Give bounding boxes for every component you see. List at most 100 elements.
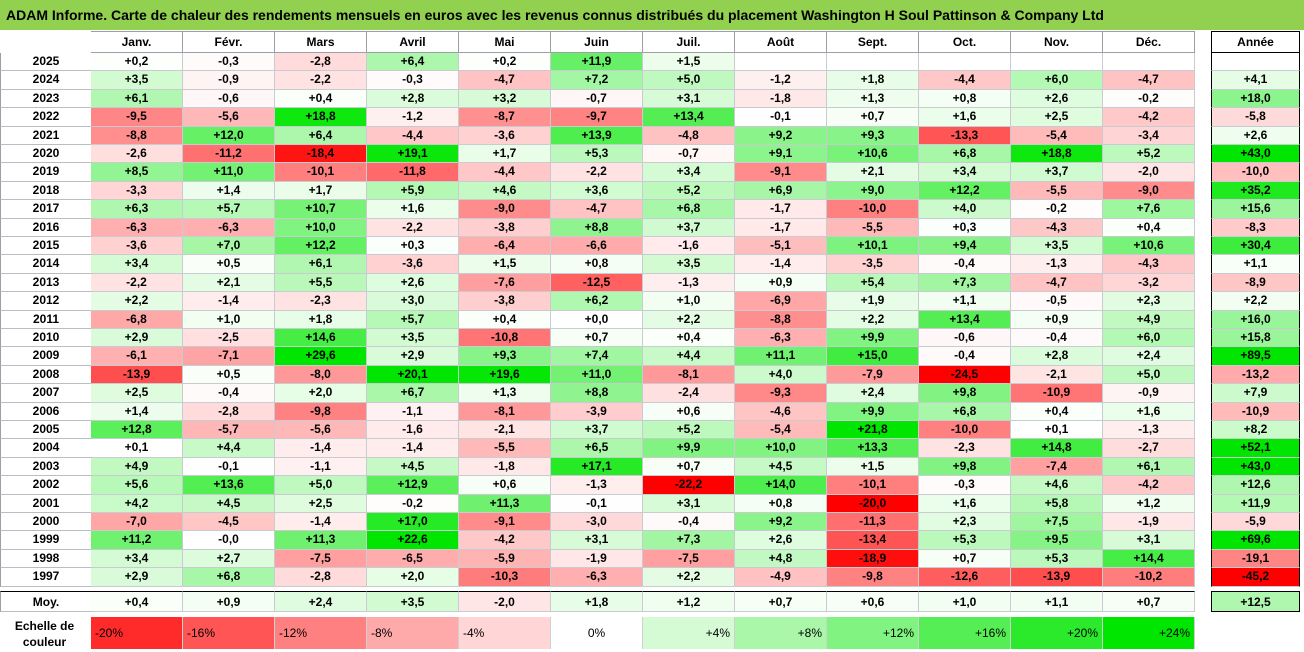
average-cell: +1,1 (1011, 590, 1103, 612)
heatmap-cell: -3,2 (1103, 273, 1195, 293)
heatmap-cell: -3,0 (551, 513, 643, 532)
heatmap-cell: -9,0 (1103, 181, 1195, 201)
heatmap-cell: +10,6 (1103, 237, 1195, 256)
heatmap-cell: +3,4 (91, 549, 183, 569)
heatmap-cell: +11,2 (91, 531, 183, 550)
year-label: 2013 (0, 273, 91, 293)
heatmap-cell: -8,8 (735, 310, 827, 329)
annual-cell: -5,8 (1211, 108, 1300, 127)
year-label: 1997 (0, 568, 91, 587)
average-cell: +0,6 (827, 590, 919, 612)
heatmap-cell: -1,1 (275, 457, 367, 477)
heatmap-cell: +2,2 (91, 292, 183, 311)
year-label: 2024 (0, 71, 91, 90)
annual-cell: +2,6 (1211, 126, 1300, 145)
heatmap-cell: -9,5 (91, 108, 183, 127)
heatmap-cell: -6,3 (735, 329, 827, 348)
heatmap-cell: -9,3 (735, 384, 827, 403)
heatmap-cell: +4,6 (459, 181, 551, 201)
heatmap-cell: -6,1 (91, 347, 183, 366)
heatmap-cell: +6,0 (1011, 71, 1103, 90)
color-scale-label: Echelle de couleur (0, 616, 89, 652)
heatmap-cell: +10,6 (827, 145, 919, 164)
heatmap-cell: +0,7 (643, 457, 735, 477)
heatmap-cell (919, 53, 1011, 72)
year-label: 2006 (0, 402, 91, 421)
heatmap-cell: +2,9 (91, 568, 183, 587)
heatmap-cell: -4,4 (459, 163, 551, 182)
heatmap-cell: -4,7 (551, 200, 643, 219)
annual-header: Année (1211, 31, 1300, 53)
heatmap-cell: +5,6 (91, 476, 183, 495)
annual-cell: -8,9 (1211, 273, 1300, 293)
heatmap-cell: +1,0 (183, 310, 275, 329)
color-scale-step: -12% (275, 617, 367, 649)
heatmap-cell: +19,6 (459, 365, 551, 385)
heatmap-cell: +2,1 (827, 163, 919, 182)
annual-cell: +89,5 (1211, 347, 1300, 366)
heatmap-cell: +5,0 (1103, 365, 1195, 385)
average-cell: +0,4 (91, 590, 183, 612)
heatmap-cell: -2,1 (1011, 365, 1103, 385)
heatmap-cell: +0,9 (735, 273, 827, 293)
heatmap-cell: +1,7 (275, 181, 367, 201)
heatmap-cell: +3,7 (1011, 163, 1103, 182)
heatmap-cell: +14,8 (1011, 439, 1103, 458)
average-cell: +1,8 (551, 590, 643, 612)
heatmap-cell: -7,6 (459, 273, 551, 293)
heatmap-cell: +3,4 (919, 163, 1011, 182)
heatmap-cell: -2,3 (919, 439, 1011, 458)
month-header: Sept. (827, 31, 919, 53)
heatmap-cell: -18,9 (827, 549, 919, 569)
heatmap-cell: +7,3 (643, 531, 735, 550)
heatmap-cell: +0,6 (459, 476, 551, 495)
heatmap-cell: -1,4 (735, 255, 827, 274)
heatmap-cell: -5,6 (275, 421, 367, 440)
month-header: Juil. (643, 31, 735, 53)
year-label: 2020 (0, 145, 91, 164)
heatmap-cell: +9,4 (919, 237, 1011, 256)
heatmap-cell: +1,7 (459, 145, 551, 164)
annual-cell: -8,3 (1211, 218, 1300, 237)
heatmap-cell: +0,4 (1103, 218, 1195, 237)
heatmap-cell: +1,1 (919, 292, 1011, 311)
heatmap-cell: +2,4 (827, 384, 919, 403)
annual-cell: +12,6 (1211, 476, 1300, 495)
heatmap-cell: +4,0 (919, 200, 1011, 219)
heatmap-cell: -2,5 (183, 329, 275, 348)
annual-cell: +69,6 (1211, 531, 1300, 550)
heatmap-cell: -7,5 (643, 549, 735, 569)
heatmap-cell: +6,1 (275, 255, 367, 274)
heatmap-cell: +9,8 (919, 384, 1011, 403)
heatmap-cell: -7,9 (827, 365, 919, 385)
heatmap-cell: +0,7 (827, 108, 919, 127)
heatmap-cell: +4,5 (183, 494, 275, 513)
heatmap-cell: -4,7 (459, 71, 551, 90)
heatmap-cell: +17,0 (367, 513, 459, 532)
heatmap-cell: -10,2 (1103, 568, 1195, 587)
heatmap-cell: -1,7 (735, 218, 827, 237)
heatmap-cell: -0,7 (643, 145, 735, 164)
heatmap-cell: -9,0 (459, 200, 551, 219)
year-label: 2017 (0, 200, 91, 219)
average-cell: +2,4 (275, 590, 367, 612)
heatmap-cell: -1,9 (551, 549, 643, 569)
heatmap-cell: -3,6 (459, 126, 551, 145)
heatmap-cell: -3,4 (1103, 126, 1195, 145)
heatmap-cell: +9,5 (1011, 531, 1103, 550)
heatmap-cell: -4,2 (1103, 476, 1195, 495)
heatmap-cell: -4,3 (1103, 255, 1195, 274)
month-header: Janv. (91, 31, 183, 53)
heatmap-cell: +1,6 (919, 108, 1011, 127)
chart-title: ADAM Informe. Carte de chaleur des rende… (0, 0, 1304, 30)
heatmap-cell: +9,8 (919, 457, 1011, 477)
heatmap-cell: -13,4 (827, 531, 919, 550)
annual-cell: -45,2 (1211, 568, 1300, 587)
heatmap-cell: +11,3 (275, 531, 367, 550)
heatmap-cell: -9,8 (275, 402, 367, 421)
heatmap-cell: -1,8 (459, 457, 551, 477)
heatmap-cell: -0,1 (183, 457, 275, 477)
heatmap-cell: +0,3 (367, 237, 459, 256)
heatmap-cell: -18,4 (275, 145, 367, 164)
heatmap-cell: -0,3 (919, 476, 1011, 495)
